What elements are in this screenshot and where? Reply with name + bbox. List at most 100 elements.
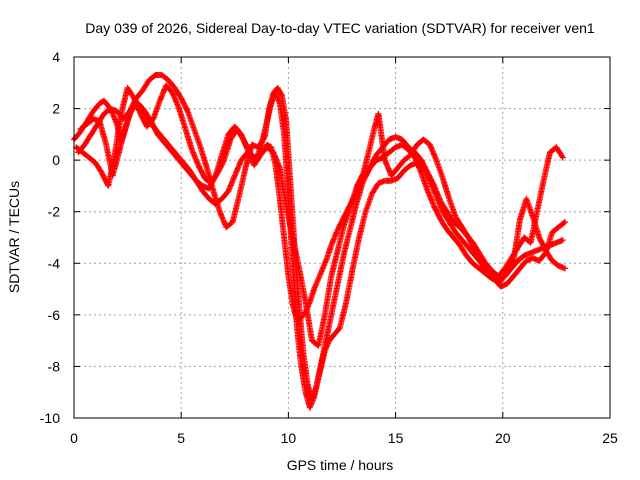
data-point <box>431 203 443 222</box>
data-point <box>559 154 566 161</box>
data-point <box>347 184 360 210</box>
data-point <box>73 144 85 155</box>
data-point <box>178 95 190 113</box>
data-point <box>514 253 527 264</box>
data-point <box>469 260 482 271</box>
data-point <box>326 333 336 344</box>
data-point <box>424 170 437 188</box>
data-point <box>161 139 173 152</box>
data-point <box>549 257 561 268</box>
data-point <box>360 145 373 176</box>
data-point <box>401 163 413 174</box>
x-tick-label: 25 <box>602 430 618 446</box>
data-point <box>77 121 89 133</box>
data-point <box>218 132 231 158</box>
series-track-3 <box>73 82 566 411</box>
data-point <box>536 234 548 253</box>
data-point <box>111 112 124 158</box>
data-point <box>360 166 373 184</box>
series-track-1 <box>71 97 566 323</box>
data-point <box>321 274 334 318</box>
data-point <box>296 301 307 355</box>
data-point <box>424 188 437 209</box>
y-tick-label: -10 <box>40 410 60 426</box>
data-point <box>302 299 315 343</box>
data-point <box>300 350 311 386</box>
data-point <box>315 313 328 349</box>
data-point <box>334 215 347 233</box>
data-point <box>279 92 289 123</box>
data-point <box>218 189 231 202</box>
data-point <box>504 259 516 274</box>
data-point <box>394 158 407 171</box>
data-point <box>221 138 234 164</box>
data-point <box>431 182 443 203</box>
data-point <box>401 152 413 164</box>
data-point <box>407 143 420 158</box>
data-point <box>388 166 400 179</box>
data-point <box>328 282 341 318</box>
data-point <box>270 149 283 170</box>
data-point <box>225 174 238 195</box>
data-point <box>182 126 195 152</box>
data-point <box>478 260 490 276</box>
data-point <box>191 126 203 149</box>
data-point <box>446 219 458 235</box>
data-point <box>296 265 309 304</box>
data-point <box>349 236 362 272</box>
data-point <box>452 229 465 242</box>
data-markers <box>71 72 568 411</box>
data-point <box>420 136 432 147</box>
data-point <box>294 324 305 368</box>
data-point <box>169 90 182 111</box>
data-point <box>276 100 287 136</box>
data-point <box>450 234 462 248</box>
x-tick-label: 5 <box>177 430 185 446</box>
data-point <box>356 210 369 241</box>
data-point <box>418 170 431 193</box>
data-point <box>116 125 129 156</box>
data-point <box>139 78 152 94</box>
data-point <box>328 228 341 249</box>
data-point <box>188 146 201 167</box>
data-point <box>195 162 208 180</box>
data-point <box>534 179 547 215</box>
data-point <box>109 150 122 179</box>
data-point <box>154 131 167 144</box>
data-point <box>523 195 536 219</box>
data-point <box>347 199 360 231</box>
data-point <box>439 208 452 224</box>
data-point <box>251 153 263 169</box>
data-point <box>495 266 507 280</box>
data-point <box>289 260 300 330</box>
data-point <box>276 195 287 239</box>
y-tick-label: -6 <box>48 307 61 323</box>
data-point <box>150 99 163 122</box>
data-point <box>375 110 388 162</box>
data-point <box>229 194 242 225</box>
data-point <box>446 195 459 219</box>
data-point <box>184 108 197 131</box>
data-point <box>167 146 179 160</box>
data-point <box>444 208 456 224</box>
x-axis: 0 5 10 15 20 25 <box>70 57 618 446</box>
data-point <box>504 274 516 287</box>
y-tick-label: 4 <box>52 49 60 65</box>
data-point <box>238 131 251 152</box>
data-point <box>501 256 514 272</box>
data-point <box>210 188 223 214</box>
data-point <box>465 234 478 253</box>
data-point <box>231 123 244 137</box>
data-point <box>366 153 379 171</box>
data-point <box>542 247 555 263</box>
y-tick-label: -8 <box>48 358 61 374</box>
data-point <box>186 170 199 183</box>
data-point <box>459 224 471 240</box>
data-point <box>334 251 347 287</box>
data-point <box>197 144 210 170</box>
data-point <box>79 149 91 160</box>
data-point <box>540 150 553 184</box>
data-point <box>212 153 225 179</box>
data-point <box>86 154 98 165</box>
data-point <box>529 213 542 239</box>
